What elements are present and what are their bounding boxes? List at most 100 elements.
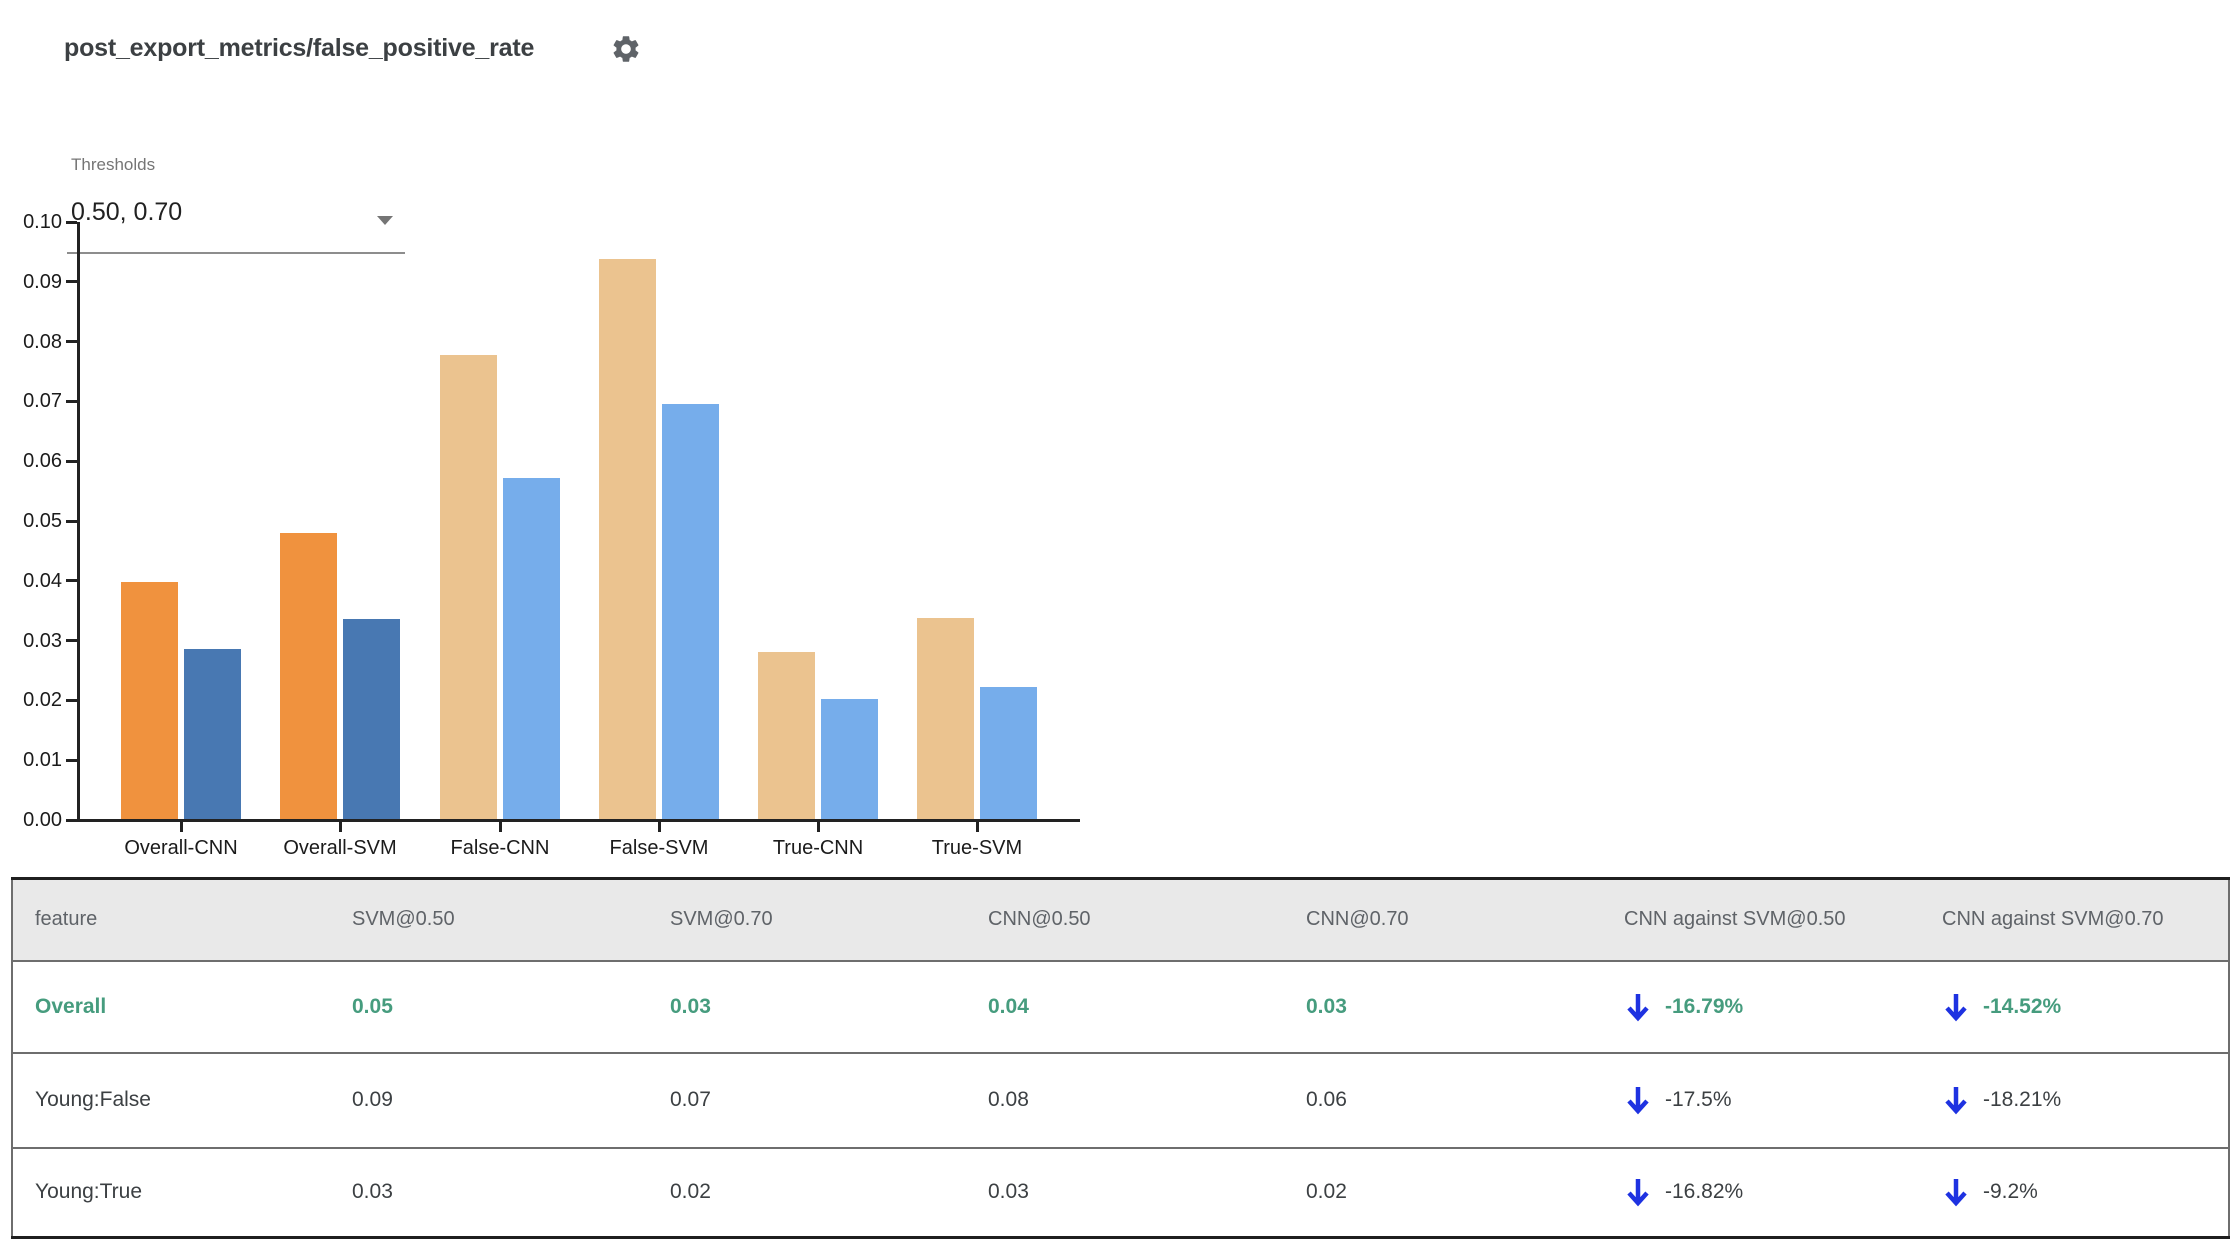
bar-False-SVM-t050[interactable] [599, 259, 656, 819]
x-axis-tick [657, 822, 661, 832]
x-axis-category-label: True-SVM [931, 837, 1023, 859]
metric-title: post_export_metrics/false_positive_rate [64, 34, 535, 62]
column-header-3: CNN@0.50 [988, 908, 1091, 931]
delta-cell-1: -9.2% [1922, 1148, 2229, 1238]
value-cell-1: 0.03 [670, 994, 711, 1018]
x-axis-tick [498, 822, 502, 832]
y-axis-tick [66, 579, 77, 583]
thresholds-value: 0.50, 0.70 [71, 198, 183, 226]
bar-True-SVM-t050[interactable] [917, 618, 974, 819]
feature-cell: Young:False [35, 1088, 151, 1111]
y-axis-tick-label: 0.00 [23, 809, 62, 831]
delta-value: -14.52% [1983, 994, 2062, 1018]
x-axis-category-label: Overall-CNN [124, 837, 238, 859]
y-axis-tick [66, 818, 77, 822]
column-header-2: SVM@0.70 [670, 908, 773, 931]
value-cell-2: 0.03 [988, 1180, 1029, 1204]
value-cell-3: 0.03 [1306, 994, 1347, 1018]
delta-indicator: -9.2% [1942, 1176, 2228, 1208]
fpr-bar-chart: 0.00 0.01 0.02 0.03 0.04 0.05 0.06 0.07 0.08 0.09… [0, 0, 1200, 880]
y-axis-tick [66, 220, 77, 224]
y-axis-tick-label: 0.02 [23, 689, 62, 712]
x-axis-category-label: Overall-SVM [283, 837, 397, 859]
arrow-down-icon [1627, 1179, 1649, 1207]
delta-value: -17.5% [1665, 1088, 1732, 1111]
column-header-5: CNN against SVM@0.50 [1624, 908, 1846, 931]
y-axis-tick [66, 758, 77, 762]
y-axis-tick-label: 0.01 [23, 749, 62, 772]
delta-indicator: -16.82% [1624, 1176, 1922, 1208]
table-row-Overall: Overall 0.05 0.03 0.04 0.03 -16.79% -14.52% [12, 960, 2229, 1053]
delta-cell-1: -18.21% [1922, 1053, 2229, 1148]
bar-False-CNN-t050[interactable] [440, 355, 497, 819]
column-header-1: SVM@0.50 [352, 908, 455, 931]
y-axis-tick-label: 0.03 [23, 629, 62, 652]
delta-indicator: -17.5% [1624, 1084, 1922, 1116]
table-header: feature SVM@0.50 SVM@0.70 CNN@0.50 CNN@0.70 C… [12, 878, 2229, 961]
table-row-Young:True: Young:True 0.03 0.02 0.03 0.02 -16.82% -9.2% [12, 1147, 2229, 1238]
value-cell-0: 0.09 [352, 1088, 393, 1111]
x-axis-category-label: False-CNN [450, 837, 550, 859]
bar-True-CNN-t070[interactable] [821, 699, 878, 819]
x-axis-tick [975, 822, 979, 832]
x-axis-category-label: False-SVM [609, 837, 709, 859]
y-axis-tick [66, 340, 77, 344]
value-cell-0: 0.05 [352, 994, 393, 1018]
y-axis-tick-label: 0.04 [23, 569, 62, 592]
delta-cell-0: -16.79% [1604, 961, 1922, 1053]
delta-cell-0: -17.5% [1604, 1053, 1922, 1148]
delta-indicator: -14.52% [1942, 991, 2228, 1023]
delta-indicator: -18.21% [1942, 1084, 2228, 1116]
delta-value: -16.82% [1665, 1180, 1744, 1204]
table-row-Young:False: Young:False 0.09 0.07 0.08 0.06 -17.5% -18.21% [12, 1052, 2229, 1148]
delta-cell-0: -16.82% [1604, 1148, 1922, 1238]
y-axis-tick [66, 399, 77, 403]
column-header-0: feature [35, 908, 98, 931]
arrow-down-icon [1627, 993, 1649, 1021]
arrow-down-icon [1945, 1087, 1967, 1115]
value-cell-2: 0.08 [988, 1088, 1029, 1111]
arrow-down-icon [1627, 1087, 1649, 1115]
dropdown-arrow-icon [377, 216, 393, 225]
bar-True-CNN-t050[interactable] [758, 652, 815, 819]
feature-cell: Overall [35, 994, 107, 1018]
thresholds-select[interactable]: 0.50, 0.70 [67, 190, 405, 254]
value-cell-2: 0.04 [988, 994, 1029, 1018]
column-header-6: CNN against SVM@0.70 [1942, 908, 2164, 931]
bar-Overall-CNN-t050[interactable] [121, 582, 178, 819]
bar-Overall-SVM-t070[interactable] [343, 619, 400, 819]
metrics-table: feature SVM@0.50 SVM@0.70 CNN@0.50 CNN@0.70 C… [11, 877, 2230, 1239]
y-axis-line [77, 222, 80, 822]
x-axis-category-label: True-CNN [772, 837, 864, 859]
arrow-down-icon [1945, 1179, 1967, 1207]
y-axis-tick-label: 0.05 [23, 510, 62, 532]
value-cell-3: 0.06 [1306, 1088, 1347, 1111]
delta-cell-1: -14.52% [1922, 961, 2229, 1053]
y-axis-tick [66, 459, 77, 463]
x-axis-tick [179, 822, 183, 832]
bar-Overall-SVM-t050[interactable] [280, 533, 337, 819]
y-axis-tick [66, 519, 77, 523]
x-axis-tick [816, 822, 820, 832]
value-cell-0: 0.03 [352, 1180, 393, 1204]
y-axis-tick-label: 0.10 [23, 211, 62, 233]
thresholds-label: Thresholds [71, 155, 156, 174]
y-axis-tick-label: 0.07 [23, 390, 62, 413]
delta-value: -18.21% [1983, 1088, 2062, 1111]
gear-glyph [613, 36, 639, 62]
settings-gear-icon[interactable] [610, 33, 642, 65]
bar-False-SVM-t070[interactable] [662, 404, 719, 819]
y-axis-tick [66, 280, 77, 284]
arrow-down-icon [1945, 993, 1967, 1021]
y-axis-tick [66, 639, 77, 643]
y-axis-tick-label: 0.08 [23, 330, 62, 353]
bar-False-CNN-t070[interactable] [503, 478, 560, 819]
column-header-4: CNN@0.70 [1306, 908, 1409, 931]
bar-True-SVM-t070[interactable] [980, 687, 1037, 819]
value-cell-1: 0.07 [670, 1088, 711, 1111]
value-cell-1: 0.02 [670, 1180, 711, 1204]
delta-indicator: -16.79% [1624, 991, 1922, 1023]
bar-Overall-CNN-t070[interactable] [184, 649, 241, 819]
delta-value: -16.79% [1665, 994, 1744, 1018]
delta-value: -9.2% [1983, 1180, 2038, 1204]
